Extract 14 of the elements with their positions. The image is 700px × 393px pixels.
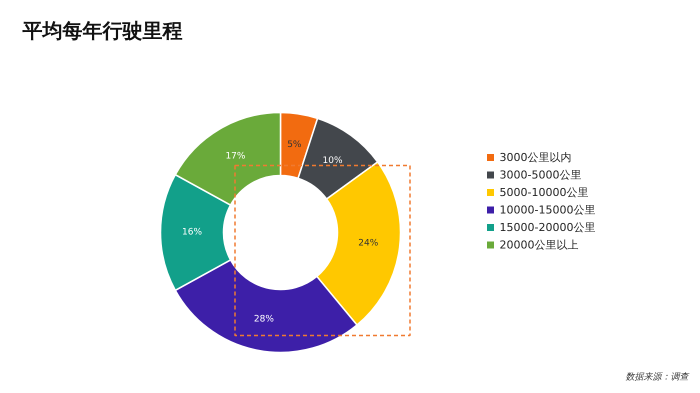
data-label: 24% — [358, 238, 379, 249]
legend-label: 10000-15000公里 — [500, 204, 596, 216]
legend-label: 3000公里以内 — [500, 151, 572, 164]
data-label: 17% — [225, 151, 246, 162]
data-label: 16% — [182, 228, 202, 238]
data-label: 5% — [287, 140, 302, 150]
legend-label: 3000-5000公里 — [500, 168, 582, 182]
data-label: 28% — [254, 314, 274, 324]
legend-label: 15000-20000公里 — [500, 221, 596, 234]
legend-label: 5000-10000公里 — [500, 186, 588, 199]
legend-label: 20000公里以上 — [500, 238, 578, 252]
source-note: 数据来源：调查 — [626, 372, 690, 382]
chart-title: 平均每年行驶里程 — [22, 18, 182, 42]
data-label: 10% — [322, 156, 343, 166]
